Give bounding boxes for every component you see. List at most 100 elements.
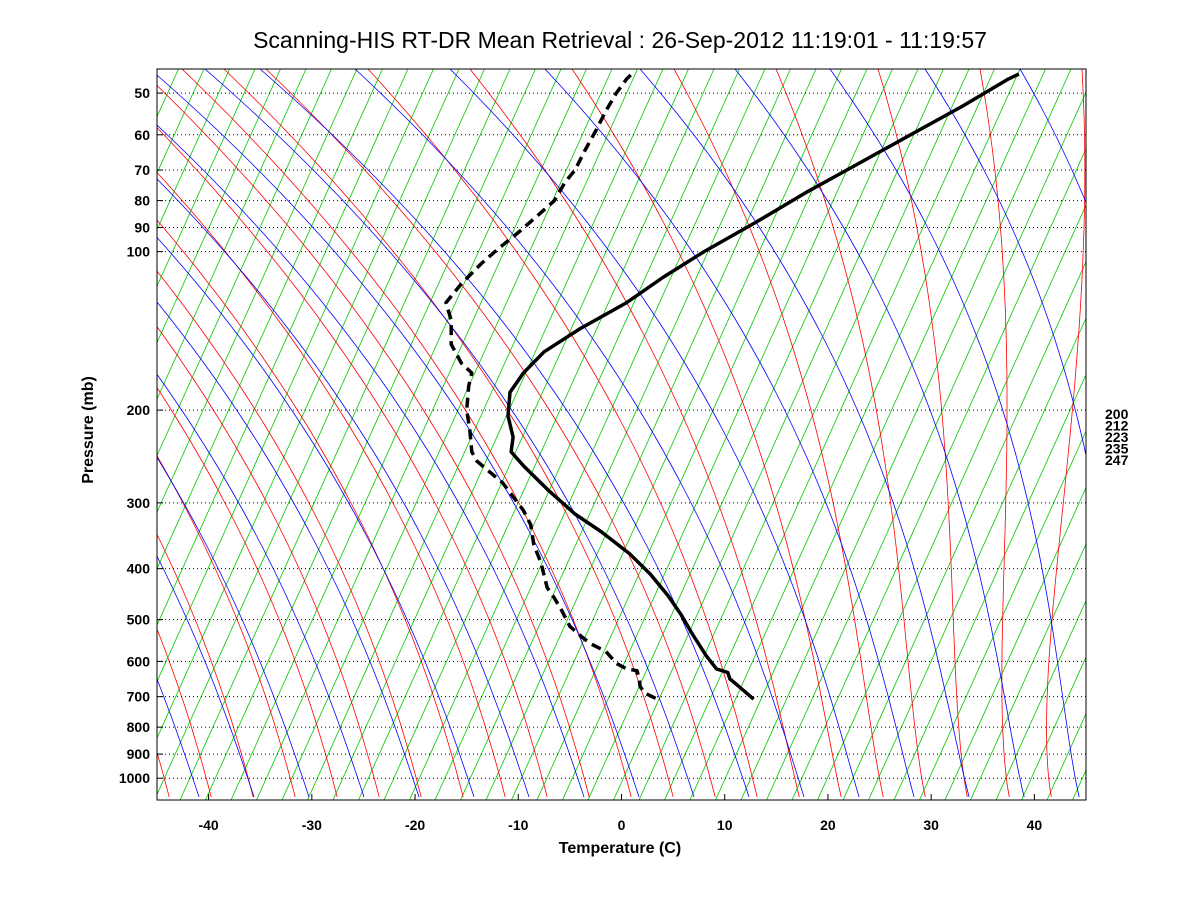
dry-adiabat-line: [157, 171, 506, 798]
dry-adiabat-line: [571, 69, 842, 798]
mixing-ratio-line: [817, 204, 1086, 800]
mixing-ratio-line: [1175, 69, 1200, 800]
mixing-ratio-line: [205, 69, 536, 800]
mixing-ratio-line: [1149, 69, 1200, 800]
mixing-ratio-line: [689, 69, 1021, 800]
mixing-ratio-line: [281, 69, 613, 800]
mixing-ratio-line: [157, 69, 230, 231]
dry-adiabat-line: [1176, 69, 1200, 797]
moist-adiabat-line: [734, 69, 1025, 798]
x-tick-label: 40: [1027, 817, 1043, 833]
x-tick-label: 20: [820, 817, 836, 833]
y-tick-label: 800: [127, 719, 151, 735]
y-tick-label: 200: [127, 402, 151, 418]
moist-adiabat-line: [157, 678, 200, 798]
plot-frame: [156, 68, 1087, 801]
mixing-ratio-line: [157, 69, 307, 401]
mixing-ratio-line: [157, 69, 358, 514]
mixing-ratio-line: [157, 69, 460, 739]
moist-adiabat-line: [157, 74, 640, 798]
mixing-ratio-line: [613, 69, 944, 800]
dry-adiabat-line: [367, 69, 758, 798]
y-tick-label: 900: [127, 746, 151, 762]
dry-adiabat-line: [157, 628, 212, 798]
y-tick-label: 50: [134, 85, 150, 101]
moist-adiabat-line: [1019, 69, 1086, 204]
mixing-ratio-line: [766, 91, 1086, 800]
moist-adiabat-line: [354, 69, 805, 798]
y-axis-ticks: 50 60 70 80 90 100 200 300 400 500 600 700 800 900 100…: [119, 85, 163, 786]
dry-adiabat-line: [0, 69, 85, 797]
moist-adiabat-line: [0, 69, 144, 797]
x-axis-label: Temperature (C): [558, 840, 682, 857]
mixing-ratio-line: [434, 69, 766, 800]
moist-adiabat-line: [157, 373, 365, 798]
dry-adiabat-line: [157, 533, 254, 798]
x-tick-label: -10: [508, 817, 528, 833]
y-tick-label: 400: [127, 561, 151, 577]
mixing-ratio-line: [157, 69, 485, 796]
mixing-ratio-line: [791, 147, 1086, 800]
moist-adiabat-line: [829, 69, 1080, 798]
moist-adiabat-line: [157, 456, 310, 798]
dewpoint-profile: [444, 72, 657, 700]
y-tick-label: 70: [134, 162, 150, 178]
mixing-ratio-line: [157, 69, 434, 683]
dry-adiabat-line: [1046, 69, 1086, 798]
mixing-ratio-line: [157, 69, 409, 626]
right-label: 200: [1105, 406, 1129, 422]
y-tick-label: 80: [134, 193, 150, 209]
dry-adiabat-line: [157, 127, 548, 798]
y-tick-label: 500: [127, 612, 151, 628]
dry-adiabat-line: [877, 69, 968, 798]
x-tick-label: -20: [405, 817, 425, 833]
moist-adiabat-line: [157, 301, 420, 798]
mixing-ratio-line: [970, 543, 1086, 800]
mixing-ratio-line: [157, 69, 332, 457]
x-tick-label: -30: [302, 817, 322, 833]
dry-adiabat-line: [157, 219, 464, 798]
mixing-ratio-line: [562, 69, 893, 800]
right-label: 247: [1105, 452, 1129, 468]
mixing-ratio-line: [383, 69, 715, 800]
mixing-ratio-line: [893, 373, 1086, 800]
dry-adiabat-line: [223, 69, 674, 798]
y-tick-label: 60: [134, 127, 150, 143]
mixing-ratio-line: [409, 69, 740, 800]
mixing-ratio-line: [157, 69, 281, 344]
y-tick-label: 1000: [119, 770, 150, 786]
moist-adiabat-line: [204, 69, 695, 798]
dry-adiabat-line: [157, 84, 590, 798]
mixing-ratio-line: [638, 69, 970, 800]
mixing-ratio-line: [995, 599, 1086, 800]
dry-adiabat-line: [979, 69, 1010, 798]
y-tick-label: 700: [127, 689, 151, 705]
dry-adiabat-line: [0, 69, 127, 797]
mixing-ratio-line: [664, 69, 995, 800]
moist-adiabat-line: [157, 555, 255, 798]
mixing-ratio-line: [868, 317, 1086, 800]
dry-adiabat-line: [265, 69, 716, 798]
dry-adiabat-line: [181, 69, 632, 798]
y-axis-label: Pressure (mb): [80, 376, 97, 484]
x-tick-label: 0: [618, 817, 626, 833]
dry-adiabat-line: [775, 69, 926, 798]
moist-adiabat-line: [544, 69, 915, 798]
dry-adiabat-line: [1133, 69, 1200, 797]
moist-adiabat-line: [157, 178, 530, 798]
mixing-ratio-line: [179, 69, 511, 800]
x-tick-label: -40: [198, 817, 218, 833]
moist-adiabat-line: [157, 236, 475, 798]
mixing-ratio-line: [256, 69, 587, 800]
dry-adiabat-line: [157, 455, 296, 798]
right-label: 223: [1105, 429, 1129, 445]
y-tick-label: 300: [127, 495, 151, 511]
moist-adiabat-line: [157, 124, 585, 798]
mixing-ratio-line: [587, 69, 919, 800]
background-lines: [0, 69, 1200, 800]
dry-adiabat-line: [157, 386, 338, 798]
mixing-ratio-line: [511, 69, 842, 800]
chart-title: Scanning-HIS RT-DR Mean Retrieval : 26-S…: [253, 27, 987, 53]
y-tick-label: 90: [134, 220, 150, 236]
